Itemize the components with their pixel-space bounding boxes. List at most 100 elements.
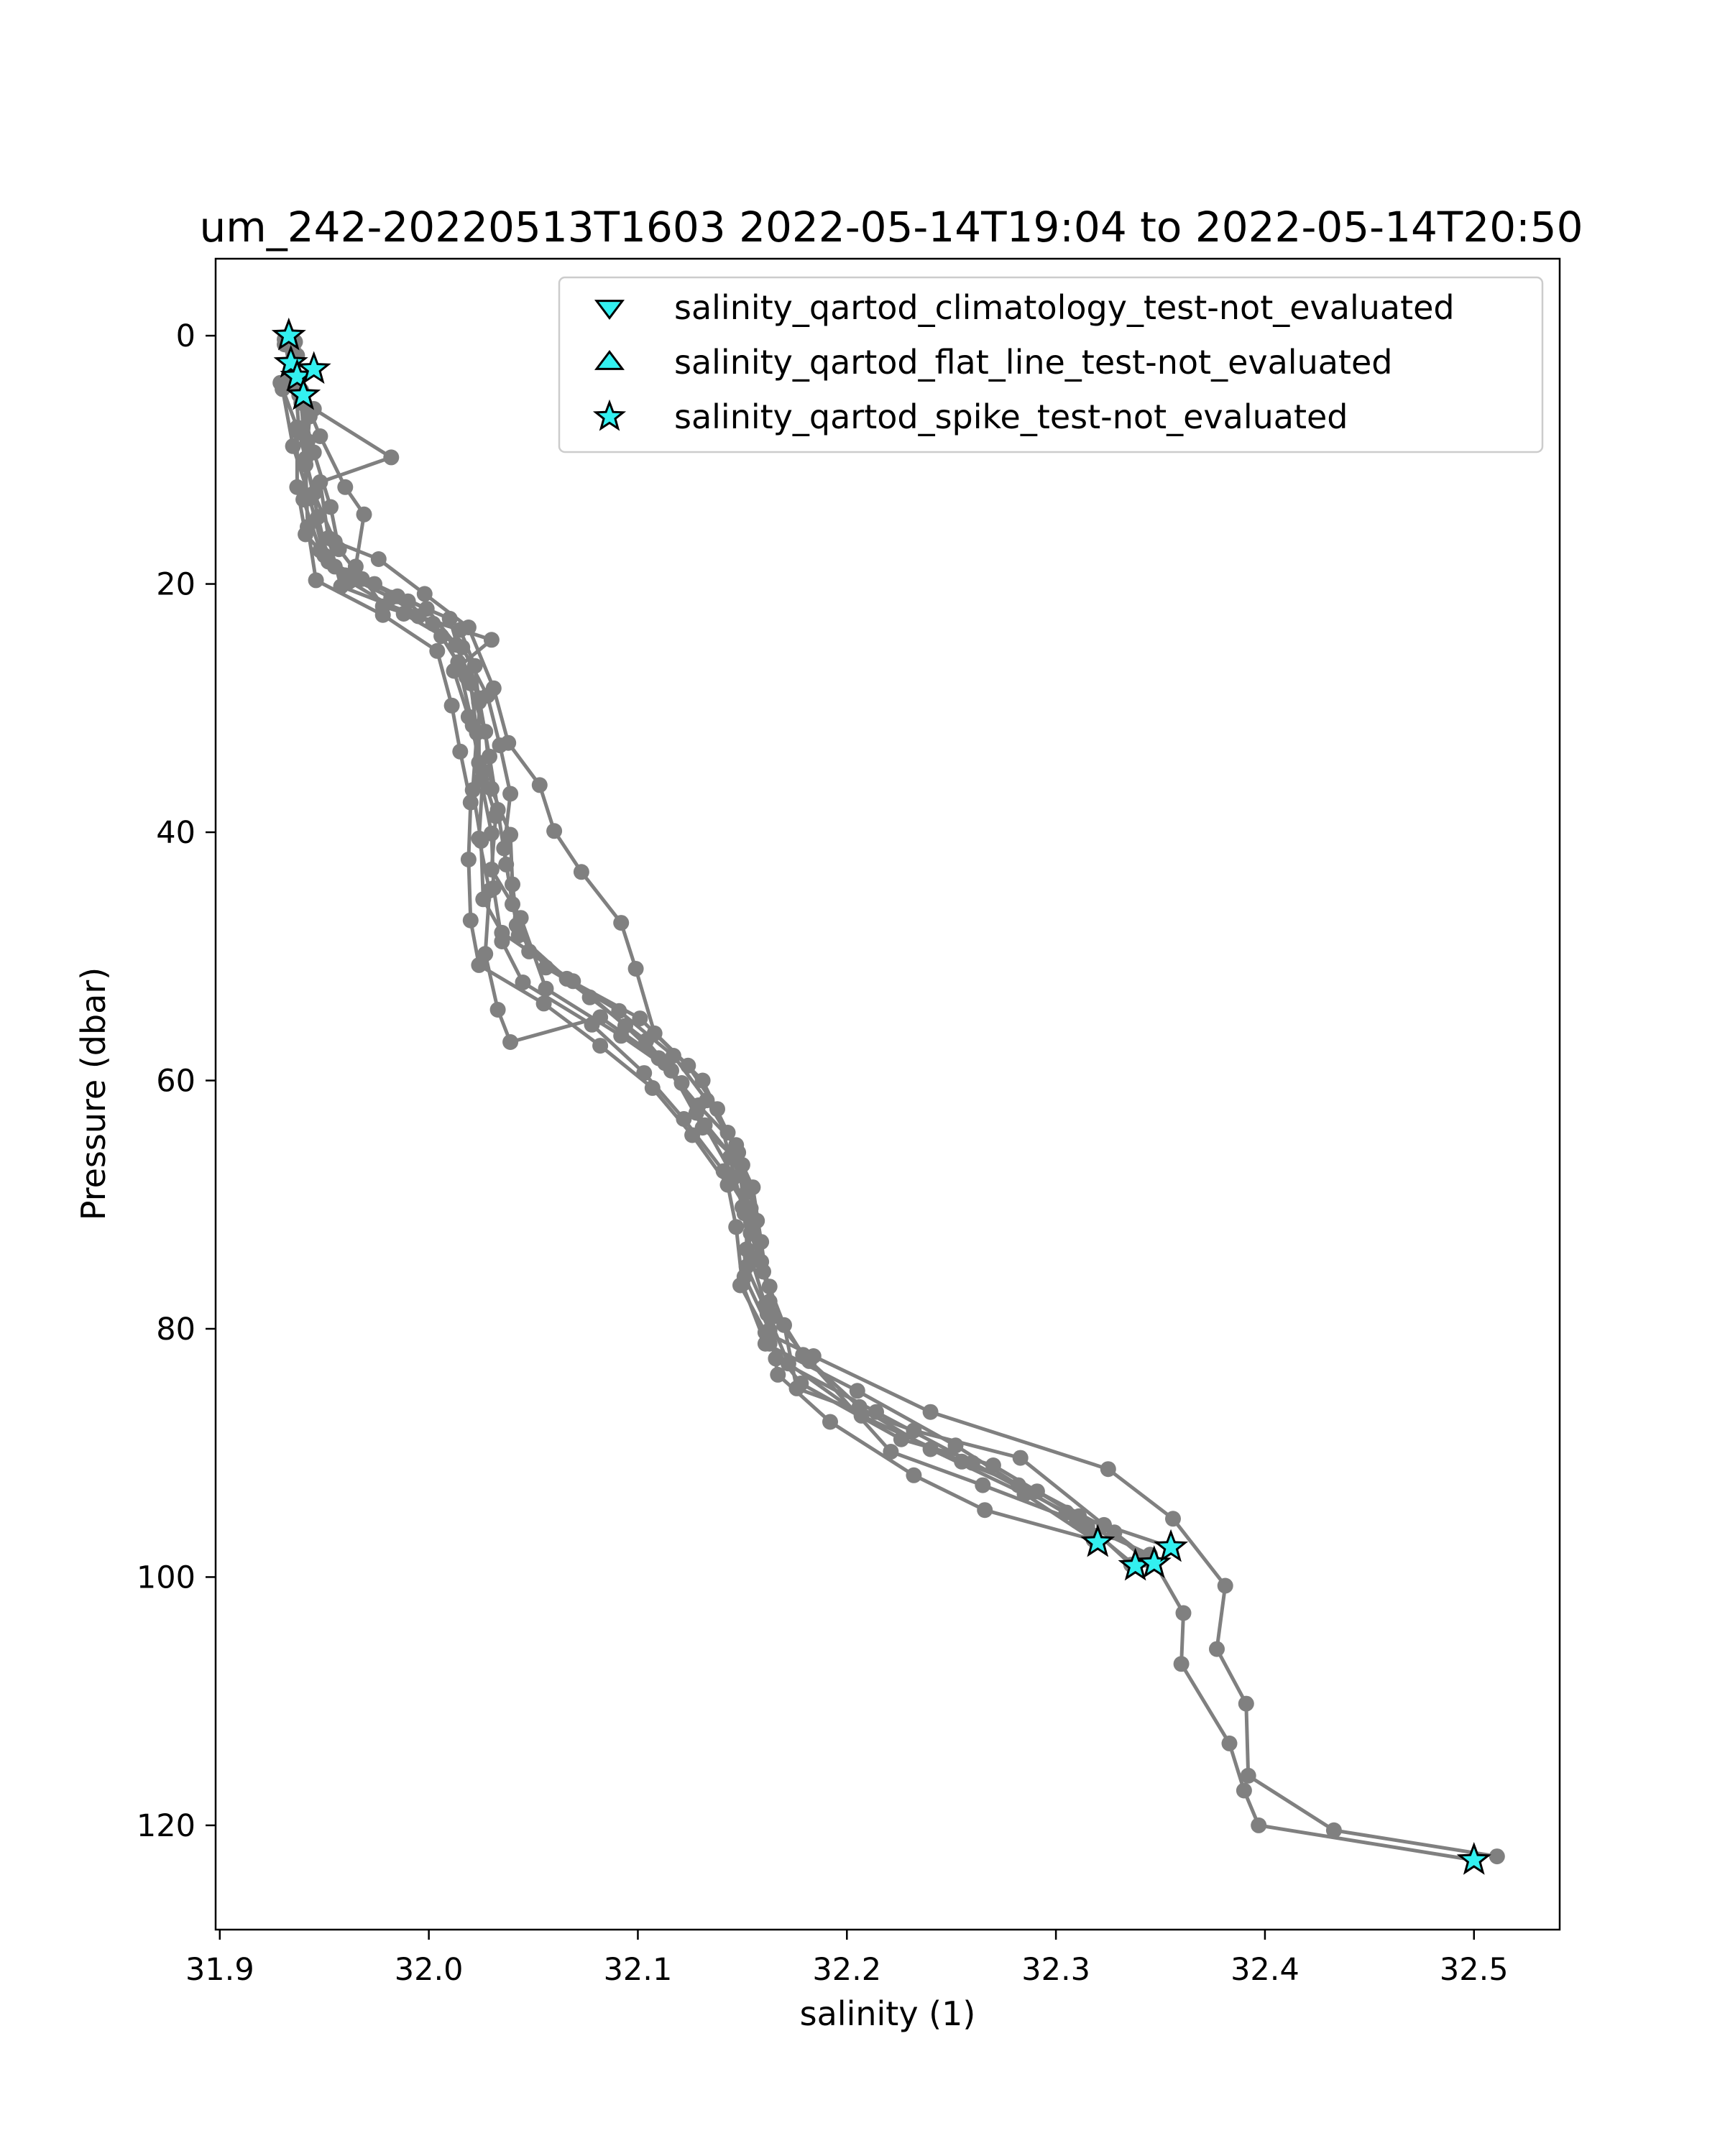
legend-items: salinity_qartod_climatology_test-not_eva…	[592, 288, 1455, 436]
profile-point	[500, 734, 517, 751]
profile-point	[627, 961, 644, 977]
profile-point	[1012, 1450, 1029, 1466]
profile-point	[531, 777, 548, 793]
profile-point	[310, 509, 326, 525]
y-axis-ticks: 0 20 40 60 80 100 120	[137, 318, 216, 1844]
profile-point	[498, 856, 515, 872]
profile-point	[584, 1016, 600, 1033]
plot-area	[214, 257, 1561, 1931]
profile-point	[285, 438, 301, 454]
profile-point	[1100, 1461, 1116, 1478]
profile-point	[770, 1366, 786, 1383]
x-tick-label: 32.5	[1440, 1952, 1509, 1988]
qc-marker-star	[273, 344, 308, 378]
profile-point	[321, 553, 336, 570]
qc-marker-star	[1154, 1529, 1189, 1562]
legend: salinity_qartod_climatology_test-not_eva…	[558, 276, 1544, 453]
qc-marker-star	[296, 351, 331, 384]
qc-series-star	[271, 317, 1491, 1875]
profile-point	[429, 642, 446, 659]
profile-point	[326, 533, 343, 550]
profile-point	[538, 959, 554, 976]
profile-point	[977, 1502, 993, 1519]
profile-point	[761, 1322, 778, 1338]
profile-point	[356, 506, 372, 522]
profile-point	[418, 601, 435, 617]
profile-point	[730, 1144, 747, 1161]
profile-point	[644, 1079, 661, 1096]
legend-marker-triangle_up	[594, 349, 625, 370]
profile-point	[1071, 1508, 1087, 1524]
profile-point	[312, 428, 328, 444]
x-tick-label: 32.1	[604, 1952, 673, 1988]
profile-point	[592, 1038, 609, 1054]
y-tick-label: 100	[137, 1560, 196, 1595]
profile-point	[473, 772, 489, 788]
profile-point	[502, 786, 519, 802]
profile-point	[1217, 1577, 1233, 1594]
profile-point	[632, 1010, 648, 1027]
profile-point	[508, 917, 525, 934]
legend-label: salinity_qartod_flat_line_test-not_evalu…	[674, 343, 1392, 382]
profile-point	[489, 1002, 506, 1018]
chart-title: um_242-20220513T1603 2022-05-14T19:04 to…	[200, 203, 1583, 252]
profile-point	[611, 1003, 627, 1019]
profile-point	[515, 975, 531, 990]
profile-point	[755, 1263, 771, 1280]
profile-point	[443, 697, 460, 714]
profile-point	[546, 823, 563, 839]
profile-point	[573, 864, 589, 880]
profile-point	[922, 1404, 939, 1420]
profile-point	[471, 690, 487, 706]
profile-point	[1238, 1695, 1254, 1712]
profile-point	[471, 957, 487, 973]
profile-point	[367, 576, 382, 592]
profile-point	[483, 632, 500, 648]
profile-point	[906, 1467, 922, 1483]
profile-point	[694, 1072, 711, 1089]
legend-frame	[558, 276, 1544, 453]
profile-series-9	[289, 347, 1154, 1568]
profile-point	[822, 1414, 838, 1430]
profile-point	[922, 1441, 939, 1457]
legend-label: salinity_qartod_climatology_test-not_eva…	[674, 288, 1455, 327]
x-axis-ticks: 31.9 32.0 32.1 32.2 32.3 32.4 32.5	[185, 1930, 1509, 1988]
profile-point	[883, 1444, 899, 1460]
y-tick-label: 60	[156, 1063, 196, 1099]
profile-point	[289, 479, 305, 495]
profile-point	[975, 1477, 991, 1493]
profile-point	[374, 607, 391, 623]
profile-point	[788, 1380, 805, 1396]
profile-point	[753, 1234, 770, 1250]
profile-line-9	[295, 354, 1148, 1562]
profile-point	[462, 912, 479, 929]
profile-point	[308, 572, 324, 589]
legend-marker-star	[592, 399, 627, 431]
profile-point	[464, 717, 481, 734]
profile-point	[636, 1065, 653, 1082]
profile-point	[736, 1268, 753, 1285]
profile-point	[699, 1092, 715, 1109]
y-tick-label: 0	[176, 318, 196, 354]
qc-marker-star	[1080, 1524, 1116, 1557]
legend-marker-triangle_down	[594, 300, 625, 321]
profile-point	[1240, 1767, 1256, 1784]
legend-label: salinity_qartod_spike_test-not_evaluated	[674, 397, 1348, 436]
profile-point	[736, 1205, 753, 1222]
qc-marker-star	[286, 377, 321, 410]
profile-point	[483, 825, 500, 842]
profile-point	[715, 1163, 732, 1179]
profile-point	[1221, 1735, 1238, 1751]
profile-point	[502, 1034, 519, 1050]
profile-point	[665, 1048, 681, 1064]
profile-point	[696, 1117, 713, 1133]
profile-point	[728, 1219, 745, 1235]
profile-point	[347, 558, 364, 575]
profile-point	[1175, 1605, 1192, 1621]
profile-point	[298, 451, 314, 467]
y-axis-label: Pressure (dbar)	[74, 967, 113, 1220]
y-tick-label: 40	[156, 815, 196, 851]
series-layer	[271, 317, 1505, 1875]
profile-point	[337, 479, 354, 495]
